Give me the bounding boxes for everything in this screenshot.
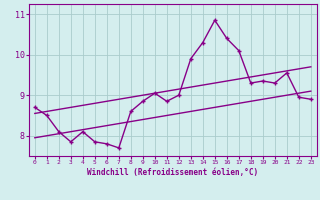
X-axis label: Windchill (Refroidissement éolien,°C): Windchill (Refroidissement éolien,°C) [87, 168, 258, 177]
